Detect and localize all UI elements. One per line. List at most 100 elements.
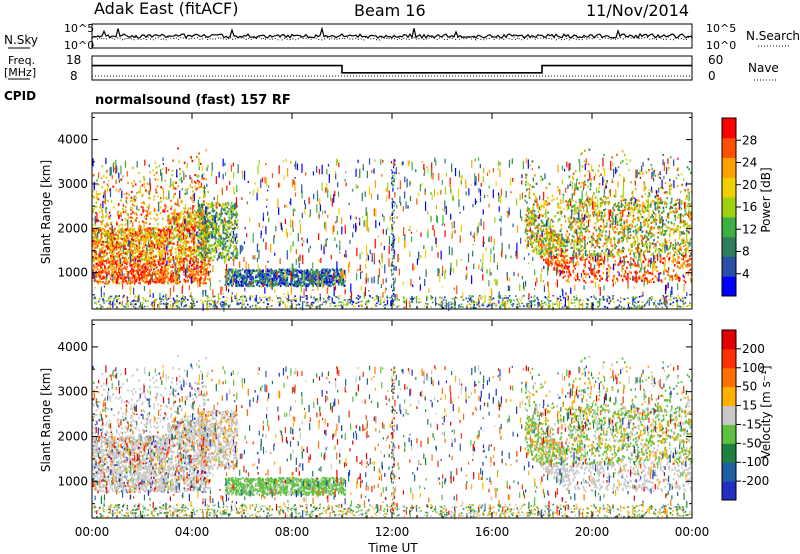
range-gate xyxy=(125,259,127,261)
range-gate xyxy=(201,277,203,279)
range-gate xyxy=(189,260,191,262)
range-gate xyxy=(232,257,234,259)
range-gate xyxy=(133,180,135,182)
range-gate xyxy=(189,262,191,264)
range-gate xyxy=(132,185,134,187)
range-gate xyxy=(101,241,103,243)
range-gate xyxy=(157,228,159,230)
range-gate xyxy=(227,226,229,228)
range-gate xyxy=(110,255,112,257)
range-gate xyxy=(100,281,102,283)
range-gate xyxy=(198,242,200,244)
range-gate xyxy=(123,211,125,213)
range-gate xyxy=(131,228,133,230)
range-gate xyxy=(185,244,187,246)
range-gate xyxy=(164,279,166,281)
range-gate xyxy=(162,229,164,231)
range-gate xyxy=(132,204,134,206)
range-gate xyxy=(169,264,171,266)
range-gate xyxy=(153,199,155,201)
nave-label: Nave xyxy=(748,61,779,75)
freq-tick-bottom: 8 xyxy=(70,69,78,83)
range-gate xyxy=(258,276,260,278)
range-gate xyxy=(234,227,236,229)
range-gate xyxy=(193,256,195,258)
range-gate xyxy=(219,235,221,237)
range-gate xyxy=(171,253,173,255)
range-gate xyxy=(101,177,103,179)
range-gate xyxy=(111,200,113,202)
range-gate xyxy=(132,250,134,252)
range-gate xyxy=(167,210,169,212)
range-gate xyxy=(149,245,151,247)
range-gate xyxy=(104,269,106,271)
range-gate xyxy=(126,243,128,245)
range-gate xyxy=(199,248,201,250)
range-gate xyxy=(138,244,140,246)
range-gate xyxy=(121,227,123,229)
range-gate xyxy=(120,249,122,251)
range-gate xyxy=(115,189,117,191)
range-gate xyxy=(272,270,274,272)
range-gate xyxy=(236,206,238,208)
range-gate xyxy=(229,247,231,249)
range-gate xyxy=(259,274,261,276)
range-gate xyxy=(175,187,177,189)
range-gate xyxy=(164,234,166,236)
range-gate xyxy=(209,264,211,266)
range-gate xyxy=(252,282,254,284)
range-gate xyxy=(323,283,325,285)
range-gate xyxy=(219,217,221,219)
range-gate xyxy=(157,195,159,197)
range-gate xyxy=(207,232,209,234)
range-gate xyxy=(164,266,166,268)
range-gate xyxy=(137,271,139,273)
range-gate xyxy=(157,232,159,234)
range-gate xyxy=(177,147,179,149)
range-gate xyxy=(138,221,140,223)
range-gate xyxy=(147,266,149,268)
range-gate xyxy=(309,273,311,275)
range-gate xyxy=(234,222,236,224)
range-gate xyxy=(125,206,127,208)
range-gate xyxy=(124,236,126,238)
range-gate xyxy=(160,279,162,281)
range-gate xyxy=(321,277,323,279)
range-gate xyxy=(218,239,220,241)
range-gate xyxy=(172,170,174,172)
range-gate xyxy=(100,261,102,263)
range-gate xyxy=(318,271,320,273)
range-gate xyxy=(123,275,125,277)
range-gate xyxy=(146,274,148,276)
range-gate xyxy=(194,186,196,188)
range-gate xyxy=(197,180,199,182)
range-gate xyxy=(154,279,156,281)
range-gate xyxy=(144,259,146,261)
range-gate xyxy=(110,217,112,219)
range-gate xyxy=(118,211,120,213)
range-gate xyxy=(100,266,102,268)
range-gate xyxy=(102,165,104,167)
range-gate xyxy=(162,271,164,273)
range-gate xyxy=(232,269,234,271)
range-gate xyxy=(101,244,103,246)
range-gate xyxy=(221,222,223,224)
range-gate xyxy=(201,227,203,229)
range-gate xyxy=(93,240,95,242)
range-gate xyxy=(116,221,118,223)
range-gate xyxy=(125,223,127,225)
range-gate xyxy=(149,256,151,258)
range-gate xyxy=(223,237,225,239)
range-gate xyxy=(140,235,142,237)
range-gate xyxy=(300,272,302,274)
range-gate xyxy=(299,278,301,280)
range-gate xyxy=(230,252,232,254)
range-gate xyxy=(179,212,181,214)
range-gate xyxy=(130,213,132,215)
range-gate xyxy=(160,212,162,214)
range-gate xyxy=(217,219,219,221)
range-gate xyxy=(217,216,219,218)
range-gate xyxy=(188,265,190,267)
range-gate xyxy=(192,260,194,262)
range-gate xyxy=(266,284,268,286)
